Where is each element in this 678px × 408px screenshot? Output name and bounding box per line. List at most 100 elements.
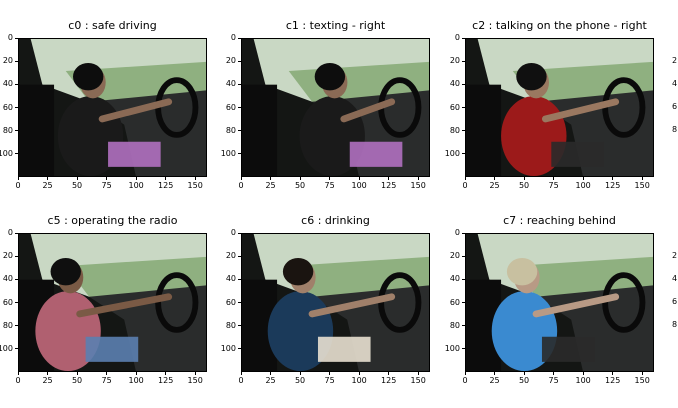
x-tick-label: 125 [605, 181, 621, 190]
x-tick-mark [270, 372, 272, 375]
y-tick-label: 40 [449, 79, 460, 89]
y-tick-label: 60 [2, 297, 13, 307]
panel-image-c1 [241, 38, 430, 177]
x-tick-mark [194, 372, 196, 375]
x-tick-mark [417, 177, 419, 180]
y-tick-label: 80 [2, 125, 13, 135]
x-tick-mark [47, 177, 49, 180]
x-tick-label: 75 [101, 181, 112, 190]
clipped-y-tick-label: 4 [672, 79, 678, 88]
x-tick-label: 50 [71, 181, 83, 190]
y-tick-label: 100 [444, 343, 460, 353]
x-tick-label: 0 [238, 181, 244, 190]
y-tick-label: 80 [225, 320, 236, 330]
y-tick-label: 100 [220, 343, 236, 353]
x-tick-mark [612, 372, 614, 375]
y-tick-mark [238, 153, 241, 155]
y-tick-label: 0 [7, 33, 13, 42]
x-tick-mark [494, 177, 496, 180]
x-tick-mark [329, 372, 331, 375]
panel-image-c7 [465, 233, 654, 372]
x-tick-label: 75 [548, 181, 559, 190]
x-tick-label: 125 [381, 181, 397, 190]
x-tick-label: 75 [324, 181, 335, 190]
y-tick-label: 20 [449, 56, 460, 66]
x-tick-label: 50 [294, 376, 306, 385]
y-tick-label: 20 [225, 56, 236, 66]
y-tick-label: 100 [444, 148, 460, 158]
panel-image-c6 [241, 233, 430, 372]
x-tick-label: 150 [410, 376, 426, 385]
x-tick-mark [612, 177, 614, 180]
x-tick-label: 150 [634, 376, 650, 385]
y-tick-label: 60 [449, 102, 460, 112]
y-tick-mark [462, 153, 465, 155]
x-tick-label: 150 [634, 181, 650, 190]
x-tick-label: 75 [548, 376, 559, 385]
y-tick-mark [462, 107, 465, 108]
x-tick-mark [47, 372, 49, 375]
x-tick-label: 150 [410, 181, 426, 190]
x-tick-mark [358, 372, 360, 375]
y-tick-label: 20 [225, 251, 236, 261]
x-tick-mark [299, 372, 301, 375]
y-tick-mark [15, 255, 18, 257]
x-tick-mark [388, 372, 390, 375]
x-tick-label: 50 [71, 376, 83, 385]
y-tick-label: 20 [2, 251, 13, 261]
panel-title-c1: c1 : texting - right [285, 19, 386, 32]
x-tick-mark [641, 177, 643, 180]
x-tick-mark [106, 372, 108, 375]
x-tick-mark [165, 372, 167, 375]
x-tick-label: 50 [518, 181, 530, 190]
y-tick-mark [462, 255, 465, 257]
x-tick-mark [135, 177, 137, 180]
y-tick-mark [238, 232, 241, 234]
y-tick-mark [462, 130, 465, 132]
x-tick-mark [299, 177, 301, 180]
y-tick-label: 40 [225, 79, 236, 89]
y-tick-label: 100 [220, 148, 236, 158]
x-tick-label: 0 [15, 376, 21, 385]
x-tick-label: 25 [42, 376, 53, 385]
panel-title-c7: c7 : reaching behind [503, 214, 616, 227]
x-tick-label: 0 [15, 181, 21, 190]
y-tick-mark [15, 107, 18, 108]
y-tick-mark [15, 348, 18, 350]
x-tick-label: 25 [265, 181, 276, 190]
x-tick-mark [641, 372, 643, 375]
x-tick-mark [17, 177, 19, 180]
panel-title-c2: c2 : talking on the phone - right [472, 19, 647, 32]
x-tick-label: 125 [158, 376, 174, 385]
y-tick-mark [238, 302, 241, 303]
x-tick-mark [76, 372, 78, 375]
clipped-y-tick-label: 8 [672, 320, 678, 329]
x-tick-mark [194, 177, 196, 180]
y-tick-mark [15, 37, 18, 39]
x-tick-mark [523, 177, 525, 180]
y-tick-mark [15, 278, 18, 280]
y-tick-label: 80 [449, 320, 460, 330]
clipped-y-tick-label: 6 [672, 297, 678, 306]
x-tick-label: 100 [575, 376, 591, 385]
y-tick-label: 60 [225, 102, 236, 112]
y-tick-label: 100 [0, 148, 13, 158]
x-tick-mark [523, 372, 525, 375]
x-tick-label: 125 [381, 376, 397, 385]
y-tick-label: 40 [449, 274, 460, 284]
x-tick-label: 150 [187, 181, 203, 190]
y-tick-mark [238, 130, 241, 132]
clipped-y-tick-label: 2 [672, 56, 678, 65]
y-tick-label: 20 [2, 56, 13, 66]
y-tick-label: 0 [230, 33, 236, 42]
y-tick-mark [238, 83, 241, 85]
panel-image-c0 [18, 38, 207, 177]
y-tick-label: 40 [2, 79, 13, 89]
x-tick-mark [240, 372, 242, 375]
clipped-y-tick-label: 2 [672, 251, 678, 260]
y-tick-mark [462, 83, 465, 85]
x-tick-label: 100 [128, 376, 144, 385]
x-tick-mark [388, 177, 390, 180]
y-tick-mark [238, 255, 241, 257]
y-tick-mark [462, 60, 465, 62]
